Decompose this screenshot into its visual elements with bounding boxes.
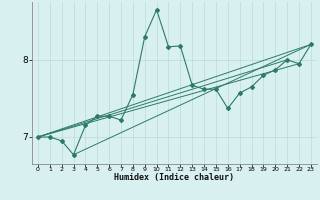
X-axis label: Humidex (Indice chaleur): Humidex (Indice chaleur) xyxy=(115,173,234,182)
